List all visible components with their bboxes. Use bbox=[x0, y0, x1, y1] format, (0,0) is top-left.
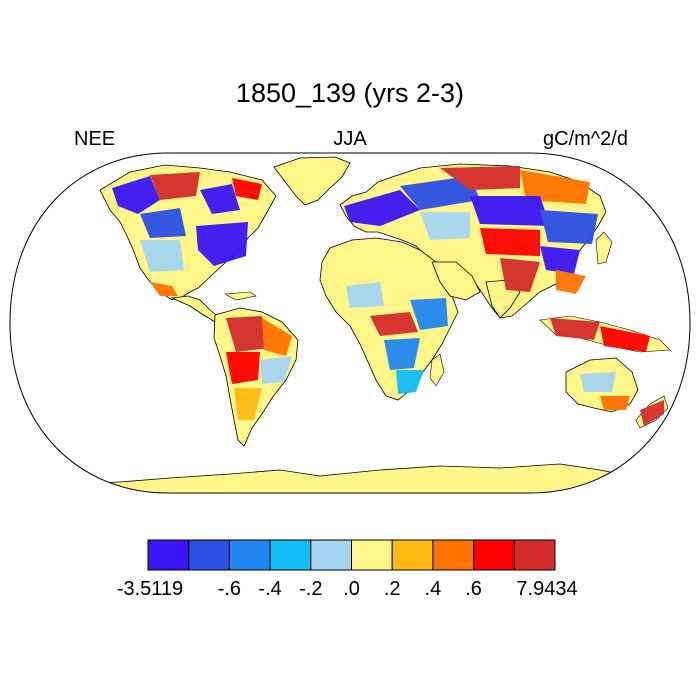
globe-outline bbox=[9, 152, 691, 494]
colorbar-box bbox=[351, 539, 393, 571]
colorbar-box bbox=[391, 539, 434, 571]
colorbar-box bbox=[147, 539, 190, 571]
variable-label: NEE bbox=[74, 128, 116, 150]
colorbar-tick-label: .0 bbox=[343, 578, 360, 600]
nee-field bbox=[112, 166, 664, 426]
map-title: 1850_139 (yrs 2-3) bbox=[235, 78, 465, 108]
colorbar-tick-label: 7.9434 bbox=[516, 578, 578, 600]
colorbar-tick-label: -.4 bbox=[258, 578, 282, 600]
colorbar-tick-label: .6 bbox=[465, 578, 482, 600]
greenland bbox=[273, 156, 351, 206]
caribbean bbox=[223, 291, 257, 301]
colorbar-tick-label: -3.5119 bbox=[116, 578, 184, 600]
colorbar-box bbox=[269, 539, 312, 571]
colorbar-box bbox=[310, 539, 352, 571]
colorbar-box bbox=[473, 539, 515, 571]
arabia bbox=[431, 261, 481, 301]
colorbar-tick-label: .4 bbox=[424, 578, 442, 600]
season-label: JJA bbox=[333, 128, 367, 150]
colorbar-box bbox=[228, 539, 271, 571]
units-label: gC/m^2/d bbox=[543, 128, 628, 150]
colorbar-tick-label: -.2 bbox=[299, 578, 323, 600]
japan bbox=[595, 231, 613, 265]
colorbar-box bbox=[513, 539, 556, 571]
madagascar bbox=[429, 353, 445, 387]
colorbar-tick-label: -.6 bbox=[217, 578, 242, 600]
colorbar-tick-label: .2 bbox=[383, 578, 401, 600]
colorbar-box bbox=[188, 539, 230, 571]
antarctica bbox=[10, 463, 690, 493]
colorbar-box bbox=[432, 539, 475, 571]
